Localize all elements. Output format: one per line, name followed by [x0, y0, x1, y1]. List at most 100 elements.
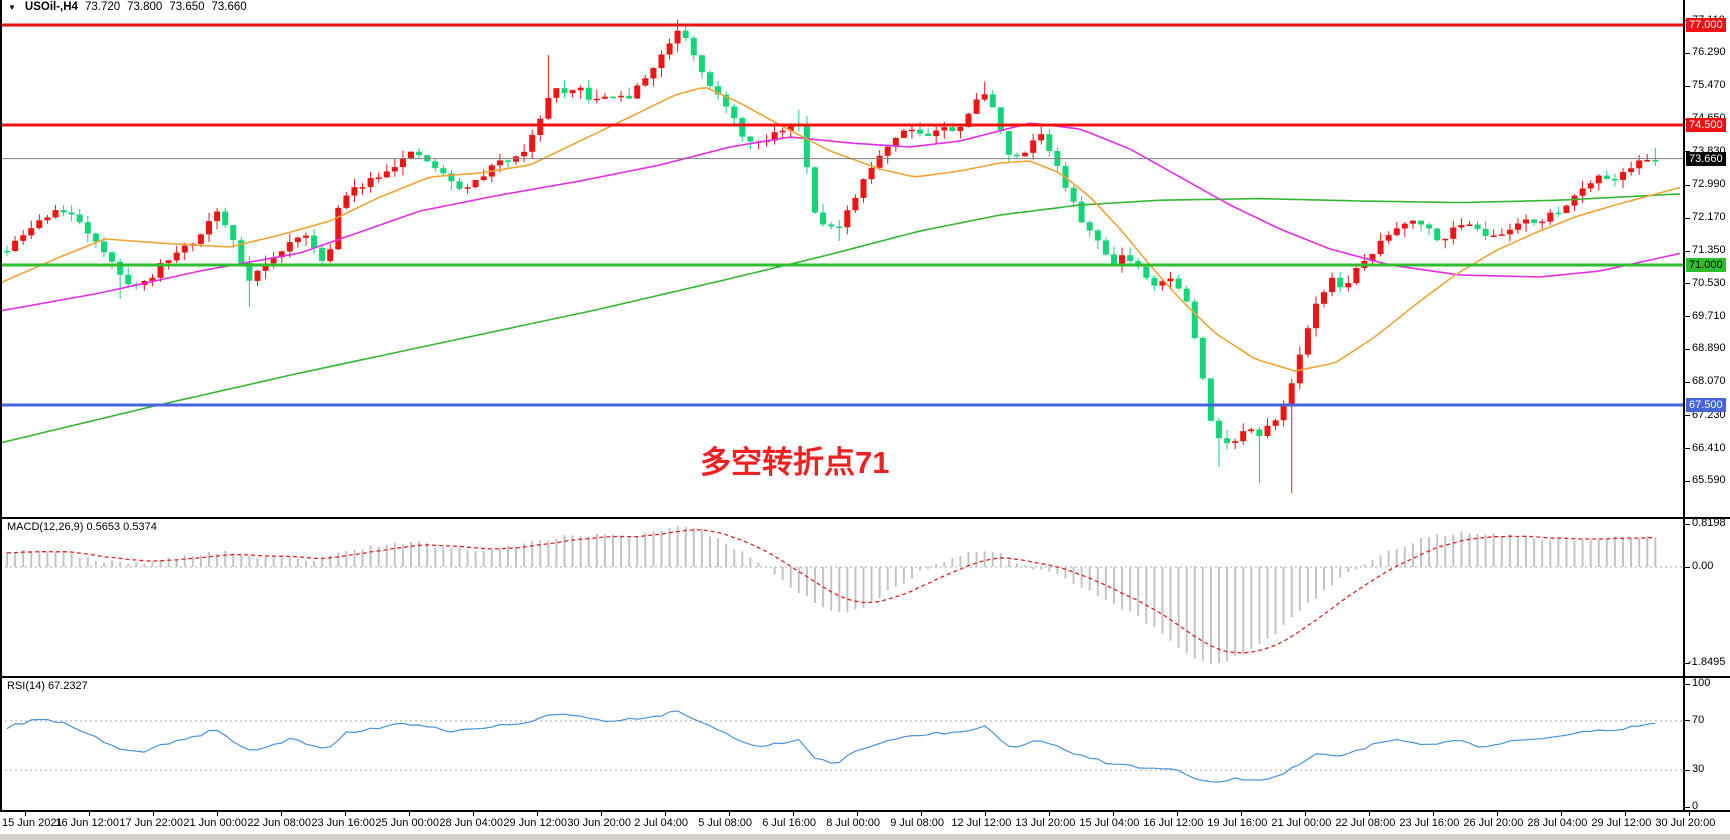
axis-tick [1685, 806, 1690, 808]
window-edge [0, 834, 1730, 840]
time-axis-label: 12 Jul 12:00 [951, 817, 1012, 829]
time-tick [89, 812, 90, 816]
axis-tick [1685, 250, 1690, 252]
axis-tick [1685, 348, 1690, 350]
time-tick [1497, 812, 1498, 816]
axis-price-label: 70.530 [1692, 276, 1726, 289]
chart-plot-area[interactable]: 多空转折点71 [0, 0, 1684, 812]
time-tick [1625, 812, 1626, 816]
time-tick [1369, 812, 1370, 816]
axis-price-label: 71.350 [1692, 244, 1726, 256]
time-tick [665, 812, 666, 816]
time-axis-label: 26 Jul 20:00 [1463, 817, 1524, 829]
axis-price-label: 100 [1692, 677, 1711, 689]
macd-signal-line [6, 529, 1656, 654]
time-axis-label: 29 Jun 12:00 [503, 817, 568, 829]
ma-long-green [0, 193, 1681, 444]
pane-separator[interactable] [0, 517, 1730, 519]
time-axis-label: 23 Jun 16:00 [311, 817, 376, 829]
axis-tick [1685, 381, 1690, 383]
time-axis-label: 8 Jul 00:00 [826, 817, 881, 829]
time-axis-label: 29 Jul 12:00 [1591, 817, 1652, 829]
quote-open: 73.720 [84, 1, 121, 13]
axis-price-label: 30 [1692, 763, 1705, 776]
macd-indicator-label: MACD(12,26,9) 0.5653 0.5374 [7, 521, 157, 533]
axis-price-label: 0.8198 [1692, 517, 1726, 530]
rsi-line [6, 710, 1656, 783]
symbol-timeframe-label: USOil-,H4 [24, 1, 78, 13]
time-axis-label: 16 Jul 12:00 [1143, 817, 1204, 829]
axis-tick [1685, 769, 1690, 771]
price-level-badge: 73.660 [1686, 151, 1726, 166]
axis-tick [1685, 683, 1690, 685]
axis-tick [1685, 184, 1690, 186]
price-axis[interactable]: 77.11076.29075.47074.65073.83072.99072.1… [1685, 0, 1730, 812]
time-axis-label: 23 Jul 16:00 [1399, 817, 1460, 829]
chart-left-border [0, 0, 2, 812]
time-axis-label: 28 Jun 04:00 [439, 817, 504, 829]
axis-tick [1685, 662, 1690, 664]
quote-high: 73.800 [127, 1, 163, 13]
pane-separator [0, 810, 1730, 812]
axis-tick [1685, 283, 1690, 285]
axis-price-label: 72.990 [1692, 178, 1726, 191]
axis-border [1683, 0, 1685, 812]
time-tick [1433, 812, 1434, 816]
time-axis-label: 15 Jul 04:00 [1079, 817, 1140, 829]
axis-tick [1685, 523, 1690, 525]
axis-tick [1685, 85, 1690, 87]
time-tick [601, 812, 602, 816]
time-axis-label: 9 Jul 08:00 [890, 817, 945, 829]
axis-price-label: 75.470 [1692, 79, 1726, 92]
time-axis-label: 6 Jul 16:00 [762, 817, 817, 829]
axis-price-label: 65.590 [1692, 474, 1726, 487]
time-tick [985, 812, 986, 816]
time-tick [1561, 812, 1562, 816]
axis-price-label: -1.8495 [1688, 656, 1726, 669]
time-tick [1113, 812, 1114, 816]
axis-price-label: 69.710 [1692, 309, 1726, 322]
axis-tick [1685, 217, 1690, 219]
time-tick [1049, 812, 1050, 816]
time-axis-label: 22 Jul 08:00 [1335, 817, 1396, 829]
price-level-badge: 77.000 [1686, 18, 1726, 32]
axis-price-label: 0.00 [1692, 560, 1714, 572]
price-level-badge: 71.000 [1686, 258, 1726, 272]
rsi-indicator-label: RSI(14) 67.2327 [7, 680, 88, 692]
axis-price-label: 76.290 [1692, 46, 1726, 59]
axis-tick [1685, 316, 1690, 318]
time-tick [345, 812, 346, 816]
price-level-badge: 74.500 [1686, 118, 1726, 132]
time-tick [1305, 812, 1306, 816]
time-tick [1177, 812, 1178, 816]
axis-price-label: 68.890 [1692, 342, 1726, 355]
quote-close: 73.660 [211, 1, 247, 13]
time-axis-label: 21 Jul 00:00 [1271, 817, 1332, 829]
time-tick [281, 812, 282, 816]
time-axis-label: 30 Jul 20:00 [1655, 817, 1716, 829]
time-axis-label: 2 Jul 04:00 [634, 817, 689, 829]
time-tick [921, 812, 922, 816]
time-tick [25, 812, 26, 816]
chart-title: ▼ USOil-,H4 73.720 73.800 73.650 73.660 [8, 1, 247, 13]
pane-separator[interactable] [0, 676, 1730, 678]
time-tick [217, 812, 218, 816]
axis-price-label: 70 [1692, 713, 1705, 726]
time-axis[interactable]: 15 Jun 2021 16 Jun 12:00 17 Jun 22:00 21 Ju… [0, 812, 1730, 834]
axis-price-label: 72.170 [1692, 211, 1726, 224]
time-axis-label: 13 Jul 20:00 [1015, 817, 1076, 829]
time-tick [729, 812, 730, 816]
annotation-text: 多空转折点71 [700, 445, 889, 480]
axis-tick [1685, 480, 1690, 482]
time-axis-label: 22 Jun 08:00 [247, 817, 312, 829]
time-tick [473, 812, 474, 816]
time-tick [793, 812, 794, 816]
ma-mid-magenta [0, 122, 1681, 312]
time-axis-label: 5 Jul 08:00 [698, 817, 753, 829]
axis-tick [1685, 720, 1690, 722]
time-tick [857, 812, 858, 816]
time-axis-label: 15 Jun 2021 [2, 817, 63, 829]
collapse-triangle-icon[interactable]: ▼ [8, 2, 16, 12]
time-axis-label: 25 Jun 00:00 [375, 817, 440, 829]
time-axis-label: 16 Jun 12:00 [55, 817, 120, 829]
